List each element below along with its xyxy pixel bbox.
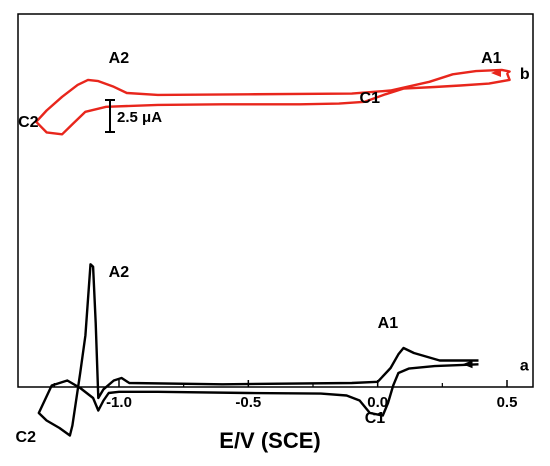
peak-label-c1-a: C1 [365, 410, 386, 427]
x-axis-title: E/V (SCE) [219, 428, 320, 453]
series-line-a [37, 263, 479, 437]
scan-direction-arrow-b [491, 69, 501, 77]
peak-label-a1-a: A1 [378, 315, 399, 332]
series-label-b: b [520, 66, 530, 83]
series-label-a: a [520, 357, 529, 374]
x-tick-label: 0.5 [497, 394, 518, 411]
scan-direction-arrow-a [462, 360, 473, 369]
scale-bar-label: 2.5 μA [117, 109, 162, 126]
x-tick-label: -1.0 [106, 394, 132, 411]
peak-label-a1-b: A1 [481, 50, 502, 67]
peak-label-c1-b: C1 [360, 90, 381, 107]
x-tick-label: 0.0 [367, 394, 388, 411]
scale-bar: 2.5 μA [105, 99, 162, 133]
peak-label-a2-a: A2 [109, 264, 130, 281]
peak-label-c2-a: C2 [16, 429, 37, 446]
peak-label-c2-b: C2 [18, 114, 39, 131]
plot-frame [17, 13, 534, 388]
peak-label-a2-b: A2 [109, 50, 130, 67]
plot-area: -1.0 -0.5 0.0 0.5 b a A2 A1 C1 C2 A2 A1 C1 C2 [16, 13, 534, 446]
series-line-b [35, 68, 511, 136]
x-tick-label: -0.5 [235, 394, 261, 411]
